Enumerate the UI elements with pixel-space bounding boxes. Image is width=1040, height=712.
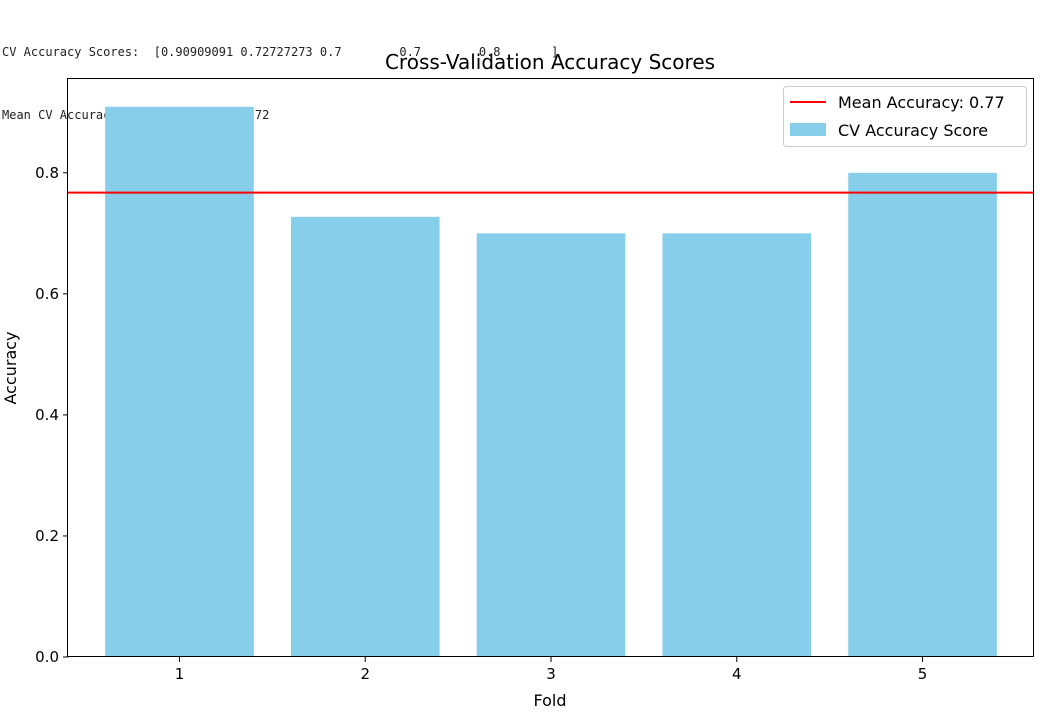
y-tick-label: 0.0 <box>35 648 59 666</box>
y-axis: 0.0 0.2 0.4 0.6 0.8 <box>35 164 68 666</box>
y-tick-label: 0.6 <box>35 285 59 303</box>
legend-bar-label: CV Accuracy Score <box>838 121 988 140</box>
bar-fold-4 <box>662 233 812 657</box>
bar-fold-1 <box>105 106 254 657</box>
legend-box <box>783 86 1027 147</box>
x-axis: 1 2 3 4 5 <box>175 657 928 683</box>
y-tick-label: 0.8 <box>35 164 59 182</box>
x-tick-label: 1 <box>175 665 185 683</box>
y-axis-label: Accuracy <box>1 331 20 404</box>
legend-mean-label: Mean Accuracy: 0.77 <box>838 93 1005 112</box>
bar-fold-2 <box>290 216 440 657</box>
bars-group <box>105 106 997 657</box>
y-tick-label: 0.2 <box>35 527 59 545</box>
x-tick-label: 2 <box>360 665 370 683</box>
x-tick-label: 5 <box>918 665 928 683</box>
cv-scores-output-line: CV Accuracy Scores: [0.90909091 0.727272… <box>2 45 559 59</box>
x-tick-label: 4 <box>732 665 742 683</box>
legend-bar-swatch <box>790 123 826 136</box>
bar-fold-3 <box>476 233 626 657</box>
plot-frame <box>67 78 1034 657</box>
chart-title: Cross-Validation Accuracy Scores <box>385 50 715 74</box>
x-tick-label: 3 <box>546 665 556 683</box>
legend: Mean Accuracy: 0.77 CV Accuracy Score <box>783 86 1027 147</box>
x-axis-label: Fold <box>533 691 566 710</box>
y-tick-label: 0.4 <box>35 406 59 424</box>
bar-fold-5 <box>848 172 997 657</box>
